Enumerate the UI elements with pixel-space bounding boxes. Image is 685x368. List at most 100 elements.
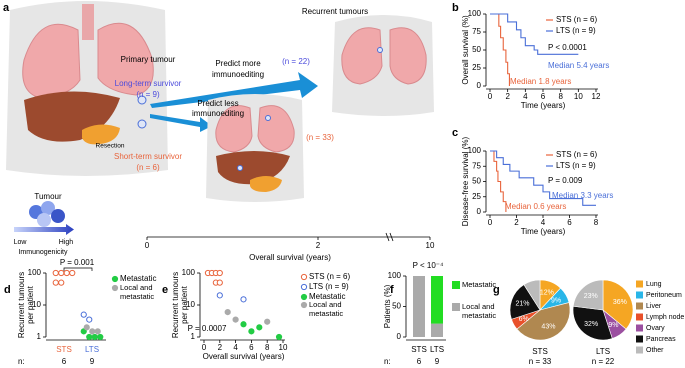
value-label: 9% (551, 297, 561, 304)
label: 0 (202, 343, 207, 352)
value-label: 32% (584, 321, 598, 328)
point (52, 279, 59, 286)
value-label: 36% (613, 299, 627, 306)
y-axis-label: Patients (%) (383, 284, 392, 328)
n-value: 9 (435, 357, 440, 366)
point (58, 269, 65, 277)
label: 0 (397, 332, 402, 341)
arrow (150, 72, 318, 108)
label: 50 (392, 302, 401, 311)
point (275, 333, 283, 341)
pie-name: LTS (596, 347, 610, 356)
y-axis-label: per patient (180, 285, 189, 324)
lung (341, 27, 383, 85)
label: 8 (558, 92, 563, 101)
point (86, 333, 93, 341)
label: 8 (594, 218, 599, 227)
legend-swatch (636, 280, 643, 288)
x-axis-label: Time (years) (521, 101, 566, 110)
legend-label: Other (646, 347, 664, 354)
axis-label: Overall survival (years) (249, 253, 331, 262)
legend-label: Local and metastatic (462, 303, 497, 320)
legend-label: Liver (646, 303, 662, 310)
label: 100 (468, 146, 482, 155)
label: Recurrent tumours (302, 7, 368, 16)
label: 12 (592, 92, 601, 101)
value-label: 9% (608, 322, 618, 329)
legend-label: Pancreas (646, 336, 676, 343)
annotation: Median 3.3 years (552, 191, 613, 200)
point (97, 333, 104, 341)
lung (389, 27, 427, 85)
point (240, 296, 247, 303)
legend-swatch (636, 291, 643, 299)
label: 2 (218, 343, 223, 352)
annotation: P = 0.009 (548, 176, 583, 185)
panel-label: e (162, 284, 168, 296)
legend-label: LTS (n = 9) (556, 26, 596, 35)
point (52, 269, 59, 277)
point (80, 311, 87, 318)
value-label: 12% (540, 290, 554, 297)
value-label: 21% (515, 301, 529, 308)
x-axis-label: Overall survival (years) (203, 352, 285, 361)
pancreas (250, 176, 282, 192)
label: 6 (567, 218, 572, 227)
legend-swatch (636, 324, 643, 332)
legend-label-box: Metastatic (462, 281, 497, 289)
value-label: 6% (519, 316, 529, 323)
panel-a-art (6, 1, 434, 242)
legend-label: Peritoneum (646, 292, 682, 299)
annotation: Median 1.8 years (510, 77, 571, 86)
n-value: 6 (417, 357, 422, 366)
label: 75 (472, 27, 481, 36)
label: (n = 33) (306, 133, 334, 142)
y-axis-label: Disease-free survival (%) (461, 136, 470, 226)
label: 4 (233, 343, 238, 352)
label: (n = 6) (136, 163, 160, 172)
x-tick-label: STS (56, 345, 72, 354)
label: 8 (265, 343, 270, 352)
panel-label: a (3, 2, 10, 14)
label: 1 (191, 332, 196, 341)
pie-slice (509, 284, 541, 320)
value-label: 23% (584, 293, 598, 300)
x-tick-label: LTS (430, 345, 444, 354)
gradient-arrow (14, 224, 74, 235)
pie-slice (572, 305, 613, 341)
legend-label: Ovary (646, 325, 665, 332)
pie-slice (602, 279, 634, 330)
point (264, 318, 271, 325)
pie-caption: n = 22 (592, 357, 615, 366)
label: Immunogenicity (18, 249, 68, 256)
legend-label: Metastatic (462, 281, 497, 289)
label: 10 (574, 92, 583, 101)
legend-label: Local and metastatic (120, 284, 155, 301)
bar-segment (431, 323, 443, 337)
x-axis-label: Time (years) (521, 227, 566, 236)
legend-label-box: Local and metastatic (462, 303, 497, 320)
label: 50 (472, 45, 481, 54)
point (240, 321, 247, 328)
tumour (377, 47, 383, 53)
tumour-icon (29, 201, 65, 227)
panel-label: f (390, 284, 394, 296)
label: (n = 22) (282, 57, 310, 66)
label: Low (14, 239, 28, 246)
tumour (137, 119, 147, 129)
label: Predict more (215, 59, 261, 68)
label: 100 (388, 271, 402, 280)
liver (216, 151, 290, 185)
annotation: Median 5.4 years (548, 61, 609, 70)
tumour (237, 165, 243, 171)
legend-swatch (111, 284, 119, 292)
legend-label: Metastatic (120, 274, 156, 283)
label: 2 (505, 92, 510, 101)
cell (51, 209, 65, 223)
lung (97, 22, 154, 96)
panel-label: g (493, 284, 500, 296)
point (224, 308, 231, 316)
y-axis-label: Overall survival (%) (461, 15, 470, 85)
